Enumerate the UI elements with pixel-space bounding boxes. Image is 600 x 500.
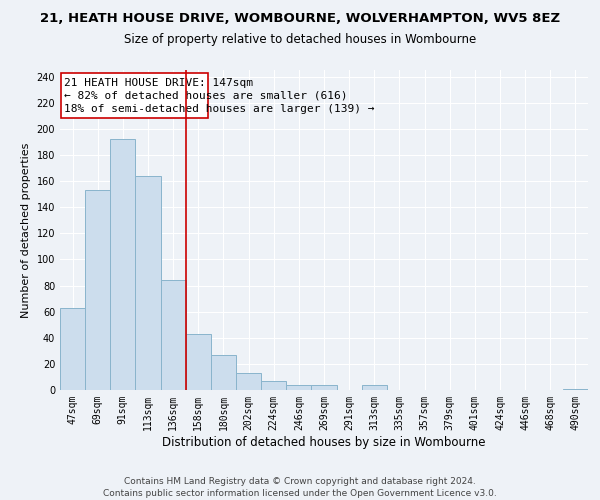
Text: 21 HEATH HOUSE DRIVE: 147sqm: 21 HEATH HOUSE DRIVE: 147sqm [64, 78, 253, 88]
Text: ← 82% of detached houses are smaller (616): ← 82% of detached houses are smaller (61… [64, 91, 348, 101]
Bar [236, 373, 261, 390]
Bar [110, 139, 136, 390]
Bar [161, 280, 186, 390]
Bar [261, 381, 286, 390]
Text: Size of property relative to detached houses in Wombourne: Size of property relative to detached ho… [124, 32, 476, 46]
Bar [211, 354, 236, 390]
Text: 18% of semi-detached houses are larger (139) →: 18% of semi-detached houses are larger (… [64, 104, 375, 114]
Bar [362, 385, 387, 390]
FancyBboxPatch shape [61, 72, 208, 118]
Bar [186, 334, 211, 390]
Text: Contains HM Land Registry data © Crown copyright and database right 2024.
Contai: Contains HM Land Registry data © Crown c… [103, 476, 497, 498]
X-axis label: Distribution of detached houses by size in Wombourne: Distribution of detached houses by size … [162, 436, 486, 448]
Text: 21, HEATH HOUSE DRIVE, WOMBOURNE, WOLVERHAMPTON, WV5 8EZ: 21, HEATH HOUSE DRIVE, WOMBOURNE, WOLVER… [40, 12, 560, 26]
Bar [136, 176, 161, 390]
Bar [286, 385, 311, 390]
Bar [311, 385, 337, 390]
Bar [85, 190, 110, 390]
Bar [60, 308, 85, 390]
Y-axis label: Number of detached properties: Number of detached properties [21, 142, 31, 318]
Bar [563, 388, 588, 390]
